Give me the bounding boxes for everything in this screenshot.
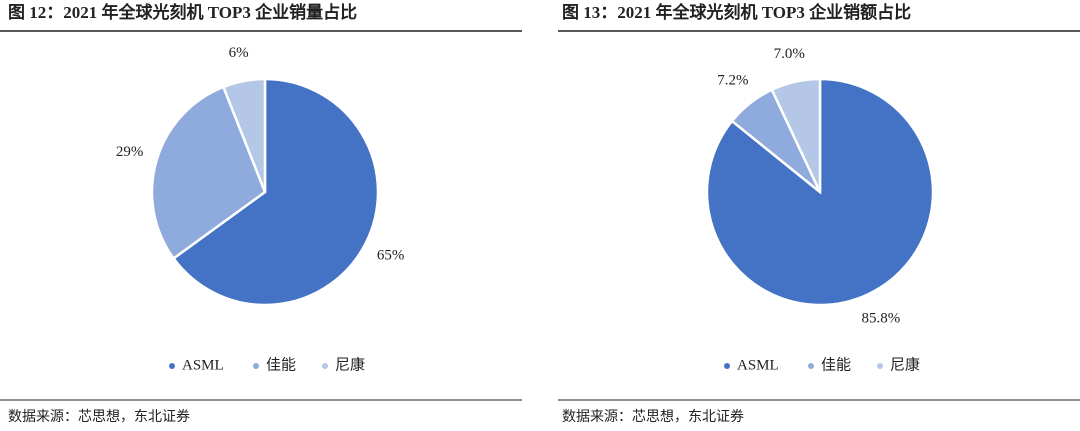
legend-label: ASML (737, 357, 779, 373)
legend-label: 佳能 (821, 356, 851, 373)
data-label: 6% (229, 45, 249, 61)
legend-marker (169, 363, 175, 369)
legend-marker (322, 363, 328, 369)
pie-slice (150, 85, 267, 261)
legend-marker (877, 363, 883, 369)
legend-label: 佳能 (266, 356, 296, 373)
source-note: 数据来源：芯思想，东北证券 (562, 409, 744, 425)
legend-label: ASML (182, 357, 224, 373)
legend-label: 尼康 (335, 356, 365, 373)
pie-slice (221, 77, 267, 193)
data-label: 7.0% (774, 46, 805, 62)
legend-marker (724, 363, 730, 369)
data-label: 29% (116, 144, 144, 160)
data-label: 85.8% (861, 311, 900, 327)
legend-marker (808, 363, 814, 369)
data-label: 7.2% (717, 73, 748, 89)
chart-title: 图 12：2021 年全球光刻机 TOP3 企业销量占比 (8, 2, 357, 22)
chart-title: 图 13：2021 年全球光刻机 TOP3 企业销额占比 (562, 2, 911, 22)
pie-slice (770, 77, 822, 193)
pie-slice (171, 77, 380, 307)
source-note: 数据来源：芯思想，东北证券 (8, 409, 190, 425)
legend-marker (253, 363, 259, 369)
legend-label: 尼康 (890, 356, 920, 373)
data-label: 65% (377, 247, 405, 263)
